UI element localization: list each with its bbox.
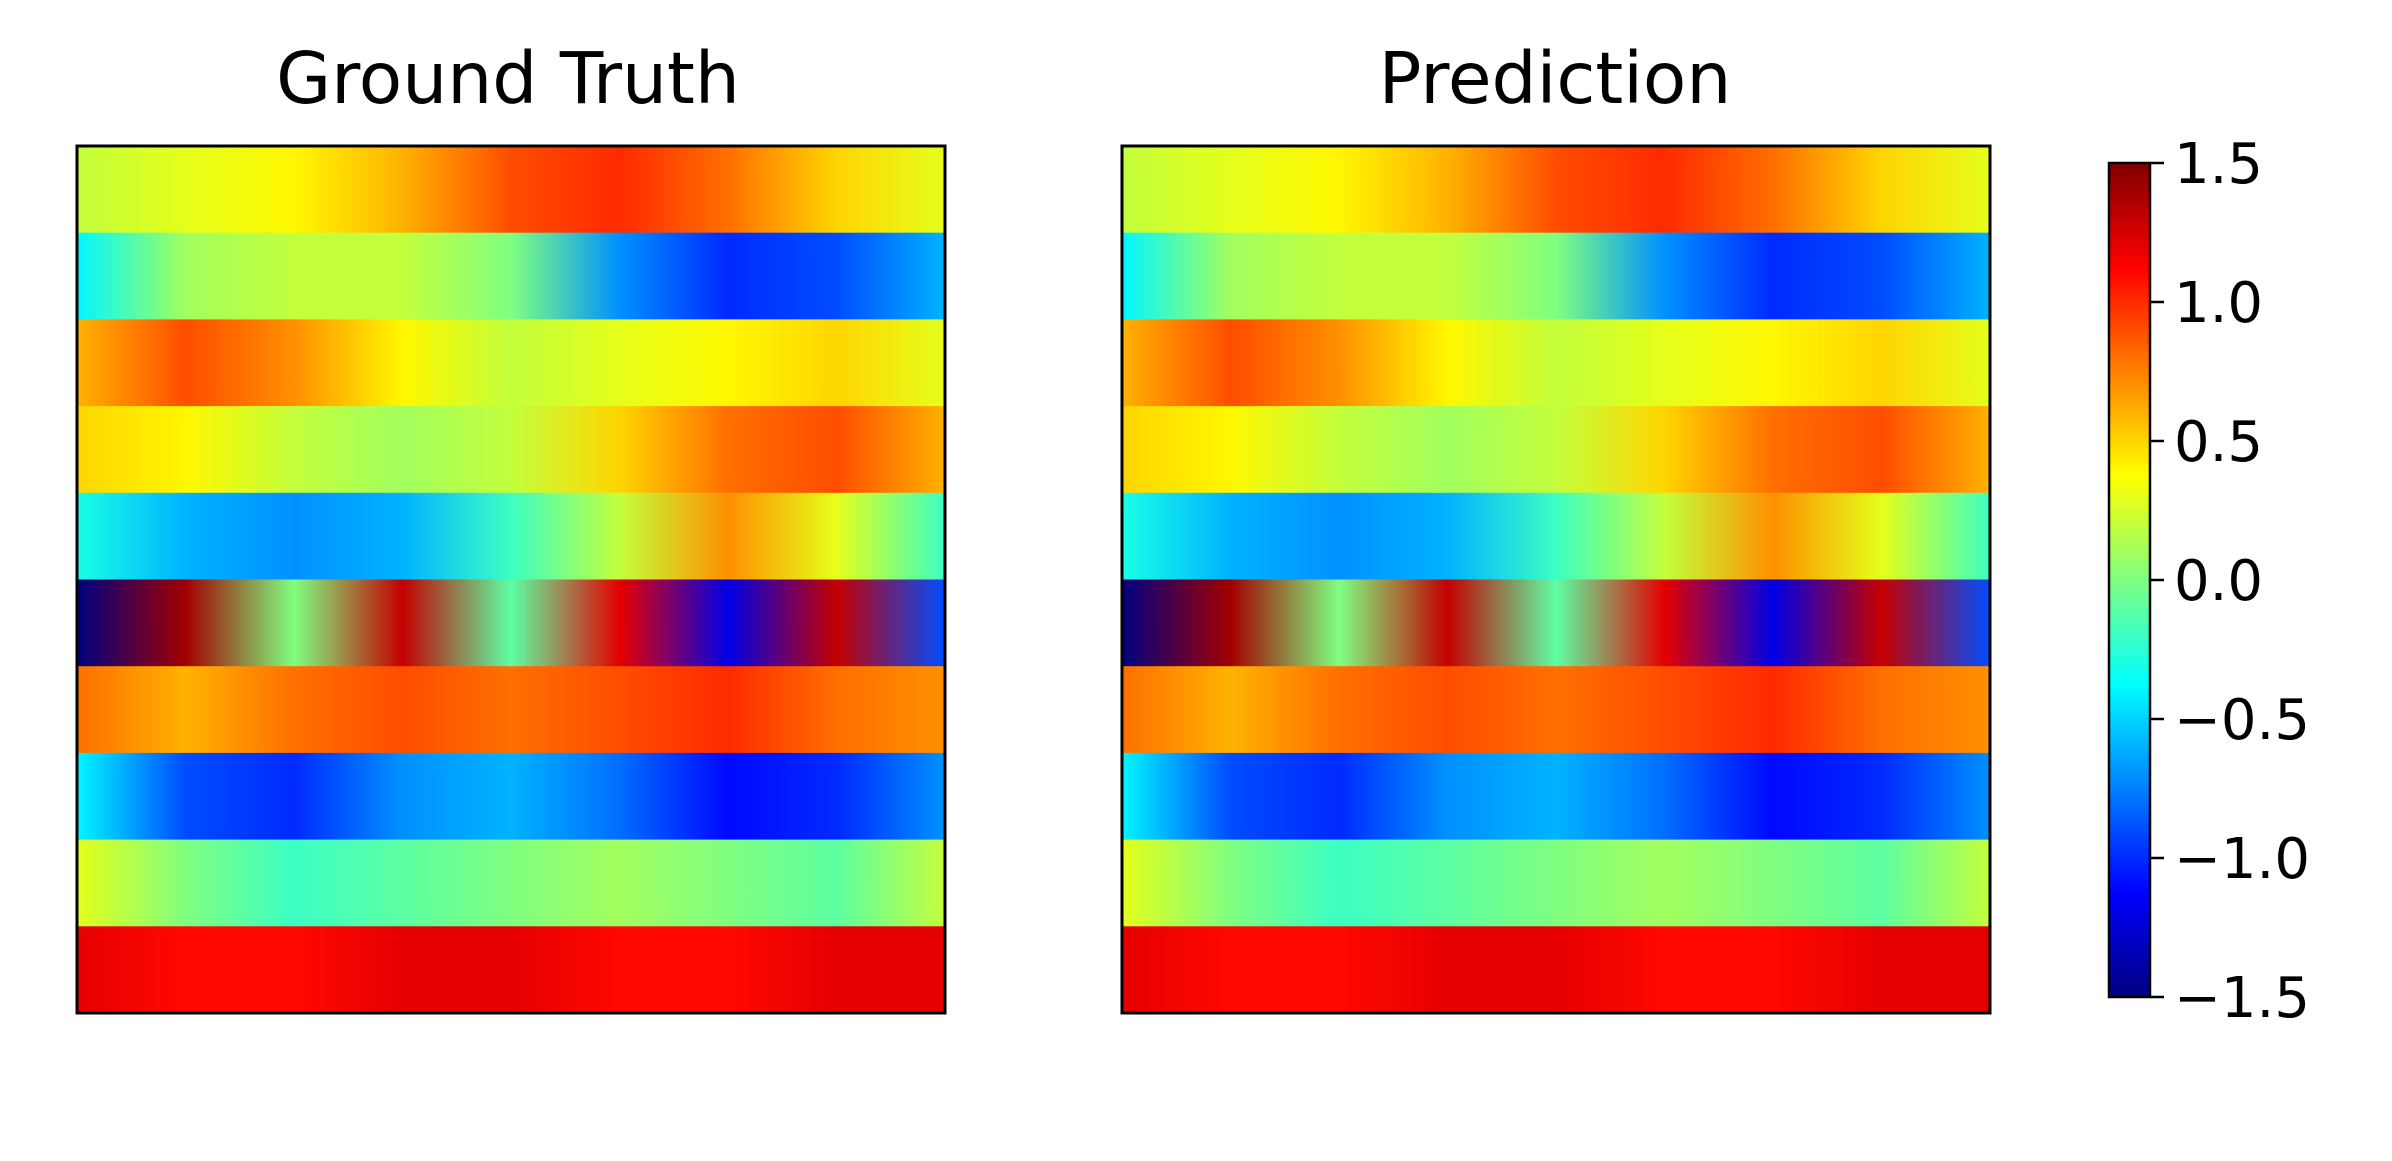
colorbar-tick-label: 1.0 xyxy=(2174,271,2263,336)
heatmap-row-band xyxy=(1122,146,1990,234)
heatmap-row-band xyxy=(77,232,945,321)
heatmap-row-band xyxy=(1122,752,1990,841)
heatmap-row-band xyxy=(1122,579,1990,668)
heatmap-row-band xyxy=(1122,926,1990,1013)
heatmap-prediction xyxy=(1120,144,1992,1015)
colorbar-tick-label: 0.0 xyxy=(2174,549,2263,614)
heatmap-row-band xyxy=(77,146,945,234)
colorbar: 1.5 1.0 0.5 0.0 −0.5 −1.0 −1.5 xyxy=(2107,132,2310,1031)
colorbar-tick-label: −0.5 xyxy=(2174,688,2310,753)
heatmap-row-band xyxy=(77,752,945,841)
heatmap-row-band xyxy=(1122,492,1990,581)
heatmap-row-band xyxy=(77,839,945,928)
colorbar-gradient xyxy=(2107,161,2152,999)
heatmap-row-band xyxy=(1122,406,1990,494)
axes-frame xyxy=(75,144,947,1015)
colorbar-tick-label: −1.5 xyxy=(2174,966,2310,1031)
heatmap-row-band xyxy=(1122,232,1990,321)
heatmap-row-band xyxy=(77,319,945,408)
heatmap-row-band xyxy=(77,492,945,581)
panel-title-prediction: Prediction xyxy=(1379,37,1732,120)
colorbar-tick-label: 1.5 xyxy=(2174,132,2263,197)
heatmap-row-band xyxy=(77,406,945,494)
heatmap-row-band xyxy=(1122,839,1990,928)
colorbar-tick-label: 0.5 xyxy=(2174,410,2263,475)
heatmap-row-band xyxy=(1122,666,1990,754)
axes-frame xyxy=(1120,144,1992,1015)
heatmap-row-band xyxy=(77,926,945,1013)
heatmap-row-band xyxy=(77,579,945,668)
heatmap-row-band xyxy=(77,666,945,754)
heatmap-ground-truth xyxy=(75,144,947,1015)
colorbar-tick-label: −1.0 xyxy=(2174,827,2310,892)
panel-title-ground-truth: Ground Truth xyxy=(276,37,740,120)
heatmap-row-band xyxy=(1122,319,1990,408)
